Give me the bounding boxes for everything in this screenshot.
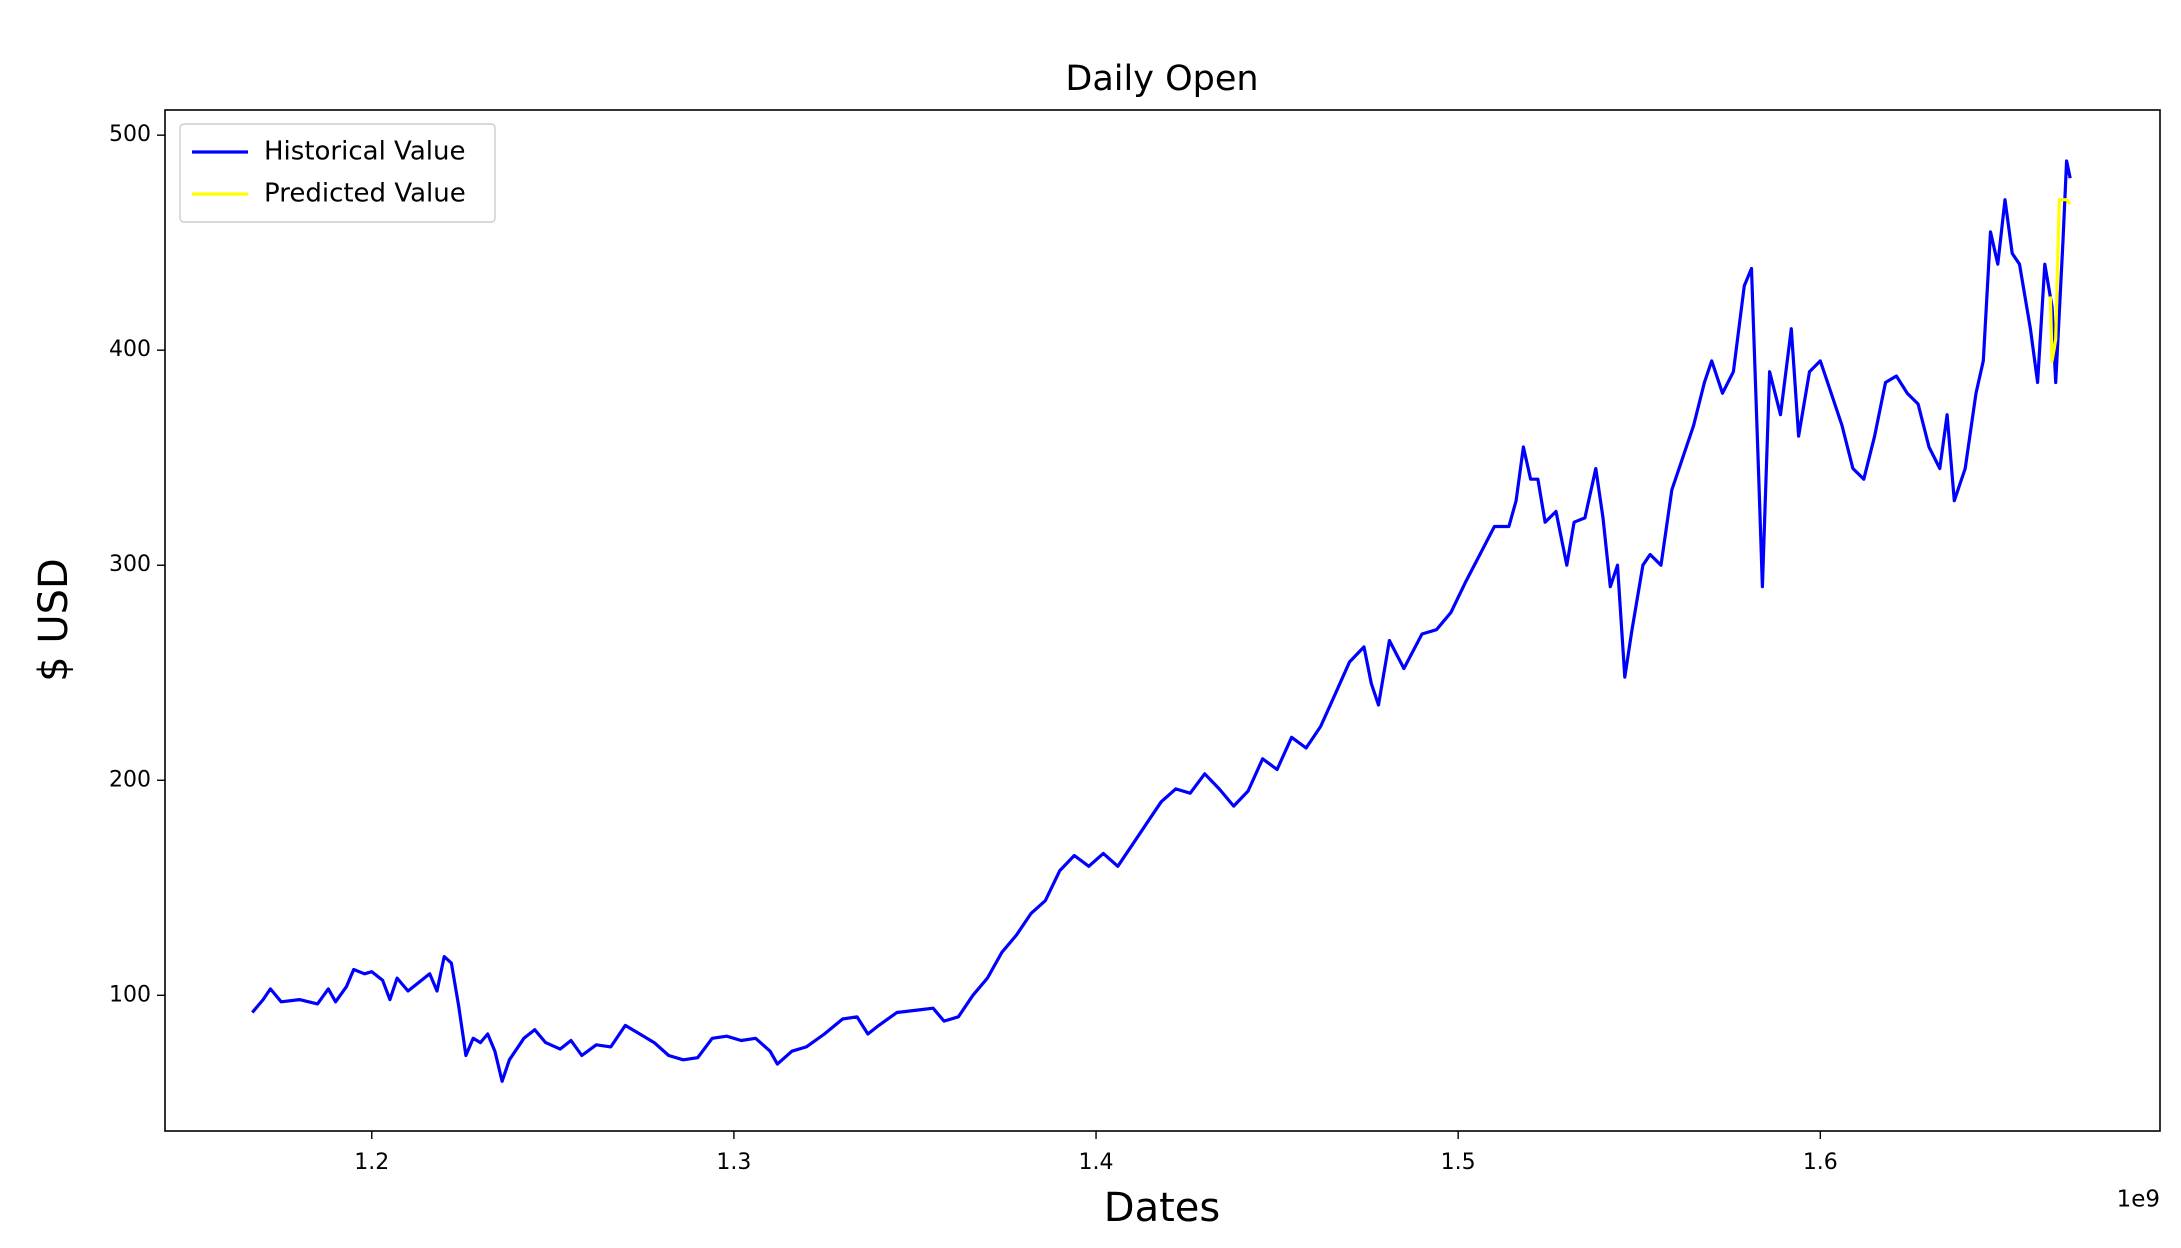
x-tick-label: 1.6: [1803, 1150, 1838, 1175]
legend-box: [179, 123, 496, 223]
x-tick-label: 1.3: [716, 1150, 751, 1175]
y-tick-label: 500: [109, 122, 151, 147]
x-tick-label: 1.2: [354, 1150, 389, 1175]
x-offset-label: 1e9: [2117, 1187, 2160, 1213]
chart-title: Daily Open: [1065, 59, 1258, 99]
data-line: [251, 159, 2072, 1083]
x-tick-label: 1.4: [1079, 1150, 1114, 1175]
y-tick-label: 100: [109, 982, 151, 1007]
legend-label: Predicted Value: [264, 179, 466, 209]
y-axis-label: $ USD: [31, 558, 77, 682]
x-axis-label: Dates: [1104, 1185, 1220, 1231]
x-tick-label: 1.5: [1441, 1150, 1476, 1175]
y-tick-label: 300: [109, 552, 151, 577]
legend-label: Historical Value: [264, 137, 465, 167]
data-line: [2048, 198, 2072, 363]
y-tick-label: 400: [109, 337, 151, 362]
y-tick-label: 200: [109, 767, 151, 792]
plot-frame: [164, 109, 2161, 1132]
